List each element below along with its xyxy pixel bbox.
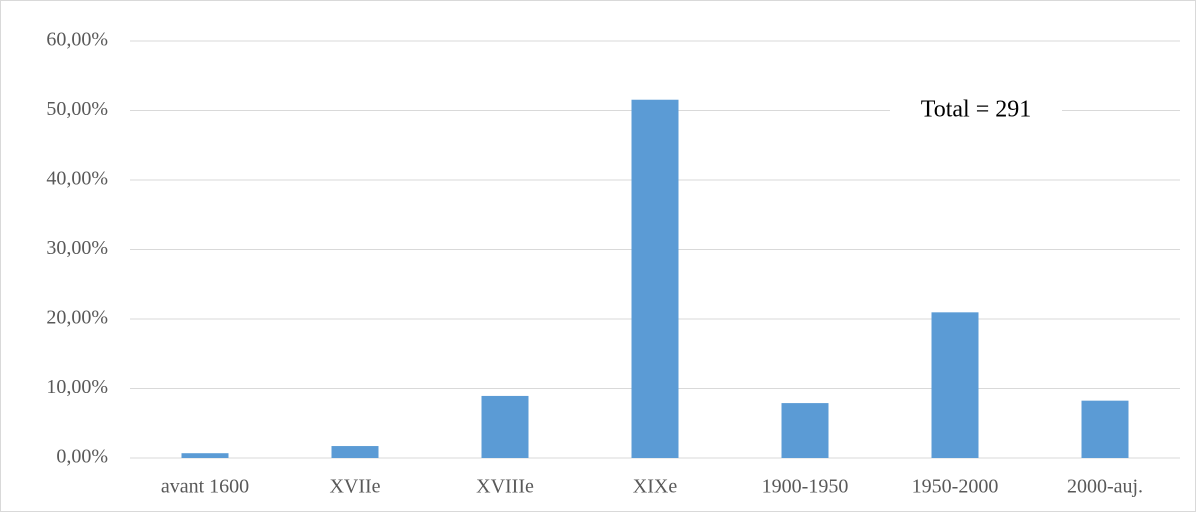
y-tick-label: 20,00% <box>46 307 108 329</box>
x-tick-label: 1900-1950 <box>762 476 849 498</box>
y-tick-label: 60,00% <box>46 29 108 51</box>
x-tick-label: XIXe <box>633 476 678 498</box>
y-tick-label: 50,00% <box>46 98 108 120</box>
y-tick-label: 30,00% <box>46 237 108 259</box>
bar <box>631 99 679 458</box>
bar <box>181 453 229 458</box>
bar <box>1081 400 1129 458</box>
x-tick-label: 2000-auj. <box>1067 476 1143 498</box>
annotation-background <box>890 92 1062 130</box>
bar <box>481 395 529 458</box>
x-tick-label: 1950-2000 <box>912 476 999 498</box>
x-tick-label: XVIIIe <box>476 476 534 498</box>
x-tick-label: avant 1600 <box>161 476 249 498</box>
annotation: Total = 291 <box>921 97 1032 123</box>
y-tick-label: 0,00% <box>56 446 108 468</box>
bar <box>331 446 379 458</box>
y-tick-label: 40,00% <box>46 168 108 190</box>
x-tick-label: XVIIe <box>329 476 380 498</box>
y-tick-label: 10,00% <box>46 376 108 398</box>
bar <box>931 312 979 458</box>
bar <box>781 403 829 458</box>
